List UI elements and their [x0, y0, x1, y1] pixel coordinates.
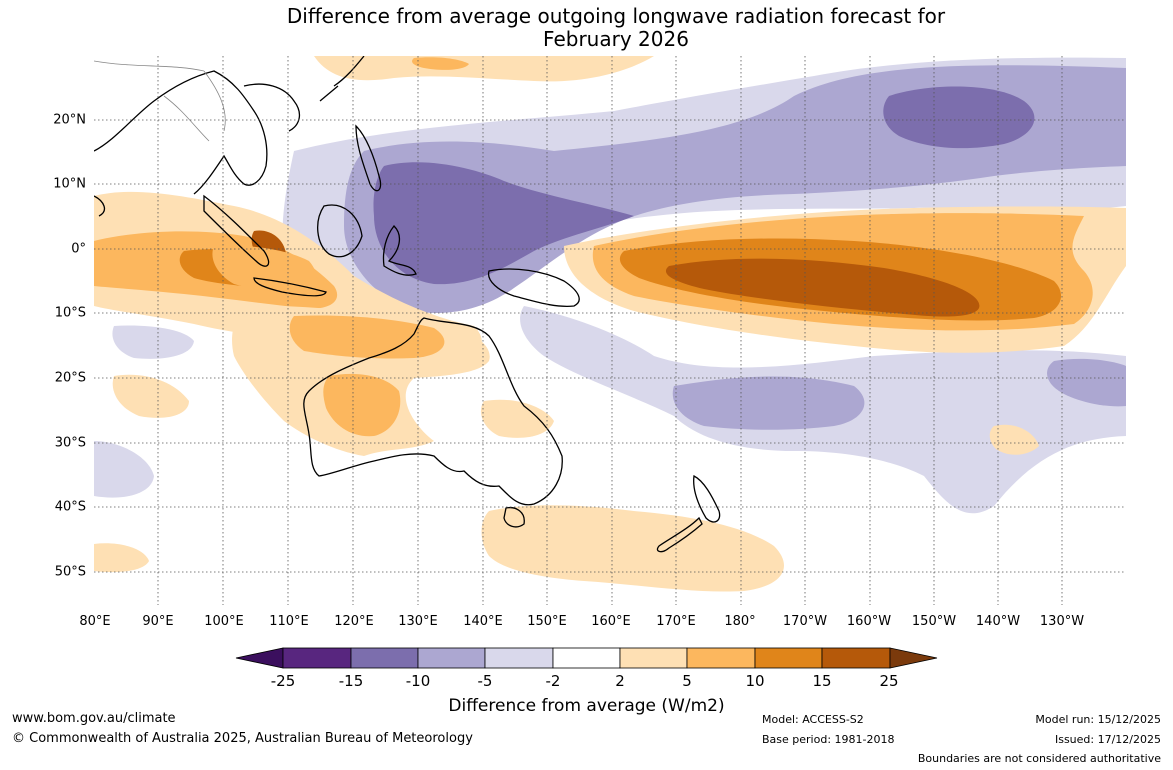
- asia-coastline: [94, 70, 301, 217]
- lat-label: 50°S: [54, 564, 86, 580]
- lat-label: 0°: [71, 241, 86, 257]
- colorbar-tick-label: 15: [812, 672, 832, 690]
- colorbar-tick-label: -25: [270, 672, 296, 690]
- java-coastline: [253, 277, 327, 297]
- anomaly-zone: [480, 399, 554, 438]
- anomaly-zone: [412, 57, 469, 70]
- colorbar-swatch: [686, 647, 756, 669]
- colorbar-swatch: [484, 647, 554, 669]
- negative-anomaly-layer: [94, 57, 1126, 514]
- lat-label: 20°N: [53, 112, 86, 128]
- anomaly-zone: [323, 373, 401, 437]
- colorbar-swatch: [619, 647, 688, 669]
- lon-label: 120°E: [334, 614, 374, 629]
- lat-label: 10°N: [53, 176, 86, 192]
- colorbar-swatch: [282, 647, 352, 669]
- lon-label: 90°E: [142, 614, 174, 629]
- lon-label: 150°W: [911, 614, 957, 629]
- new-zealand-coastline: [656, 475, 721, 553]
- anomaly-zone: [112, 374, 189, 418]
- positive-anomaly-layer: [94, 56, 1126, 592]
- anomaly-zone: [665, 258, 980, 317]
- coastlines: [94, 56, 721, 553]
- colorbar-swatch: [821, 647, 891, 669]
- lat-label: 20°S: [54, 370, 86, 386]
- lon-label: 140°W: [975, 614, 1021, 629]
- colorbar-tick-label: 10: [745, 672, 765, 690]
- map-title-line1: Difference from average outgoing longwav…: [286, 4, 946, 28]
- tasmania-coastline: [503, 506, 525, 528]
- sumatra-coastline: [203, 194, 270, 267]
- colorbar-tick-label: -5: [477, 672, 493, 690]
- colorbar-tick-label: -2: [545, 672, 561, 690]
- colorbar-swatch: [417, 647, 486, 669]
- lon-label: 140°E: [463, 614, 503, 629]
- anomaly-zone: [94, 441, 154, 498]
- country-borders: [94, 60, 226, 142]
- new-guinea-coastline: [487, 268, 580, 307]
- footer-issued: Issued: 17/12/2025: [1054, 733, 1161, 746]
- anomaly-zone: [314, 56, 654, 82]
- lon-label: 150°E: [527, 614, 567, 629]
- colorbar-tick-label: -15: [338, 672, 364, 690]
- australia-coastline: [303, 317, 563, 506]
- anomaly-zone: [289, 315, 445, 359]
- lat-label: 10°S: [54, 305, 86, 321]
- lon-label: 110°E: [269, 614, 309, 629]
- footer-disclaimer: Boundaries are not considered authoritat…: [917, 752, 1161, 765]
- colorbar-tick-label: 5: [682, 672, 692, 690]
- anomaly-zone: [989, 424, 1039, 455]
- anomaly-zone: [672, 376, 865, 430]
- footer-copyright: © Commonwealth of Australia 2025, Austra…: [12, 731, 473, 746]
- lat-label: 40°S: [54, 499, 86, 515]
- anomaly-zone: [373, 162, 634, 285]
- lon-label: 180°: [724, 614, 756, 629]
- colorbar-title: Difference from average (W/m2): [448, 696, 725, 716]
- japan-coastline: [319, 56, 365, 102]
- sulawesi-coastline: [382, 225, 417, 276]
- anomaly-zone: [1047, 358, 1126, 407]
- footer-model: Model: ACCESS-S2: [762, 713, 864, 726]
- footer-url[interactable]: www.bom.gov.au/climate: [12, 711, 176, 726]
- gridlines: [94, 56, 1126, 605]
- lon-label: 160°W: [846, 614, 892, 629]
- colorbar-swatch: [552, 647, 621, 669]
- lon-label: 170°W: [782, 614, 828, 629]
- borneo-coastline: [317, 204, 363, 258]
- lon-label: 160°E: [591, 614, 631, 629]
- lon-label: 100°E: [204, 614, 244, 629]
- colorbar-tick-label: 25: [879, 672, 899, 690]
- colorbar-low-arrow: [235, 647, 284, 669]
- map-title-line2: February 2026: [543, 27, 689, 51]
- colorbar-high-arrow: [889, 647, 938, 669]
- olr-anomaly-map: [94, 56, 1126, 605]
- colorbar-swatch: [754, 647, 823, 669]
- lon-label: 130°E: [398, 614, 438, 629]
- footer-model-run: Model run: 15/12/2025: [1035, 713, 1161, 726]
- map-canvas: [94, 56, 1126, 605]
- anomaly-zone: [94, 543, 149, 573]
- philippines-coastline: [355, 124, 382, 192]
- colorbar: [235, 647, 938, 669]
- lon-label: 130°W: [1039, 614, 1085, 629]
- colorbar-tick-label: 2: [615, 672, 625, 690]
- anomaly-zone: [112, 325, 194, 359]
- lon-label: 170°E: [656, 614, 696, 629]
- footer-base-period: Base period: 1981-2018: [762, 733, 895, 746]
- anomaly-zone: [883, 86, 1035, 149]
- lat-label: 30°S: [54, 435, 86, 451]
- colorbar-tick-label: -10: [405, 672, 431, 690]
- colorbar-swatch: [350, 647, 419, 669]
- anomaly-zone: [481, 505, 784, 592]
- lon-label: 80°E: [79, 614, 111, 629]
